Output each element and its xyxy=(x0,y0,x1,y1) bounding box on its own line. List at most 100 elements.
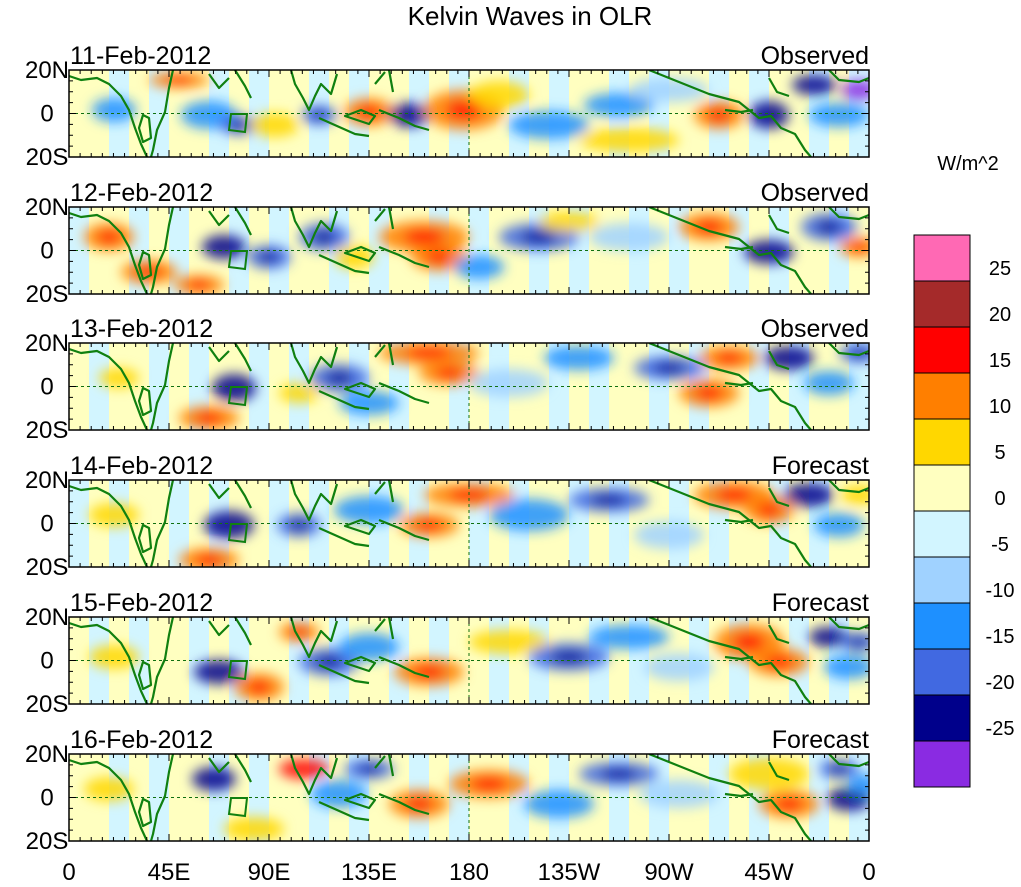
coastline xyxy=(137,797,153,828)
coastline xyxy=(768,77,790,98)
anomaly-blob xyxy=(311,780,367,808)
field-band xyxy=(69,70,90,157)
coastline xyxy=(149,480,175,567)
field-anomaly-blobs xyxy=(89,622,869,701)
colorbar-swatch xyxy=(913,464,971,512)
coastline xyxy=(343,108,377,126)
anomaly-blob xyxy=(544,346,614,370)
coastline xyxy=(208,346,230,363)
panel-status-label: Forecast xyxy=(772,452,869,480)
anomaly-core xyxy=(471,777,507,791)
anomaly-blob xyxy=(809,103,869,127)
coastline xyxy=(208,483,230,500)
colorbar-swatch xyxy=(913,326,971,374)
field-band xyxy=(849,343,869,430)
anomaly-core xyxy=(405,797,433,811)
anomaly-blob xyxy=(589,223,669,251)
lat-tick-label: 20S xyxy=(26,281,69,308)
coastline xyxy=(318,800,370,822)
coastline xyxy=(318,526,370,548)
coastline xyxy=(374,480,395,503)
field-band xyxy=(129,617,150,704)
coastline xyxy=(69,347,148,430)
anomaly-core xyxy=(591,494,627,506)
coastline xyxy=(137,386,153,417)
colorbar-swatch xyxy=(913,556,971,604)
field-anomaly-blobs xyxy=(92,72,869,152)
colorbar: W/m^2 25 20 15 10 5 0 -5 -10 -15 -20 -25 xyxy=(913,153,1015,788)
coastline xyxy=(724,655,754,661)
lat-tick-label: 20S xyxy=(26,828,69,855)
anomaly-core xyxy=(312,230,336,244)
anomaly-blob xyxy=(644,653,714,681)
anomaly-blob xyxy=(89,503,139,527)
anomaly-blob xyxy=(764,346,814,370)
anomaly-blob xyxy=(99,368,139,388)
anomaly-blob xyxy=(249,113,299,137)
anomaly-core xyxy=(403,229,445,245)
coastline xyxy=(828,70,869,84)
region-box-marker xyxy=(227,386,249,407)
lon-tick-label: 45W xyxy=(744,859,794,886)
coastline xyxy=(318,253,370,275)
coastline xyxy=(828,207,869,221)
coastline xyxy=(318,389,370,411)
coastline xyxy=(343,381,377,399)
colorbar-level-label: 10 xyxy=(989,396,1011,418)
coastline xyxy=(234,754,252,783)
anomaly-blob xyxy=(469,630,549,654)
anomaly-blob xyxy=(792,75,836,95)
anomaly-blob xyxy=(454,255,504,279)
anomaly-core xyxy=(325,371,353,385)
anomaly-core xyxy=(707,108,731,122)
coastline xyxy=(374,754,395,777)
colorbar-level-label: 25 xyxy=(989,258,1011,280)
anomaly-core xyxy=(290,627,308,637)
field-band xyxy=(489,207,510,294)
colorbar-swatch xyxy=(913,694,971,742)
field-anomaly-blobs xyxy=(89,481,869,567)
colorbar-level-label: 5 xyxy=(994,442,1005,464)
lon-tick-label: 135E xyxy=(341,859,397,886)
colorbar-swatch xyxy=(913,280,971,328)
anomaly-core xyxy=(357,105,381,119)
field-band xyxy=(69,754,90,841)
coastline xyxy=(208,620,230,637)
field-band xyxy=(189,754,210,841)
lat-tick-label: 0 xyxy=(40,238,53,265)
field-anomaly-blobs xyxy=(84,212,869,294)
chart-title: Kelvin Waves in OLR xyxy=(408,1,653,31)
panel-date-label: 11-Feb-2012 xyxy=(70,42,211,70)
anomaly-core xyxy=(195,412,223,424)
field-band xyxy=(189,207,210,294)
lon-tick-label: 135W xyxy=(538,859,601,886)
anomaly-core xyxy=(850,242,868,252)
panel-6: 16-Feb-2012 Forecast 20N 0 20S xyxy=(25,726,870,855)
anomaly-core xyxy=(765,655,793,669)
anomaly-blob xyxy=(841,485,869,505)
anomaly-blob xyxy=(469,81,529,109)
field-band xyxy=(189,480,210,567)
anomaly-core xyxy=(716,488,752,502)
anomaly-blob xyxy=(584,93,654,117)
colorbar-level-label: 0 xyxy=(994,488,1005,510)
field-band xyxy=(69,480,90,567)
lat-tick-label: 20N xyxy=(25,467,69,494)
anomaly-blob xyxy=(339,391,399,415)
lat-tick-label: 20N xyxy=(25,330,69,357)
colorbar-units-label: W/m^2 xyxy=(937,153,999,175)
anomaly-core xyxy=(426,250,452,264)
lat-tick-label: 0 xyxy=(40,101,53,128)
coastline xyxy=(648,480,812,567)
colorbar-level-label: -20 xyxy=(986,672,1015,694)
lat-tick-label: 20S xyxy=(26,144,69,171)
coastline xyxy=(828,617,869,631)
anomaly-blob xyxy=(539,212,599,232)
panel-5: 15-Feb-2012 Forecast 20N 0 20S xyxy=(25,589,870,718)
anomaly-core xyxy=(415,519,443,531)
coastline xyxy=(828,754,869,768)
coastline xyxy=(648,754,812,841)
region-box-marker xyxy=(227,797,249,818)
anomaly-blob xyxy=(589,625,669,649)
